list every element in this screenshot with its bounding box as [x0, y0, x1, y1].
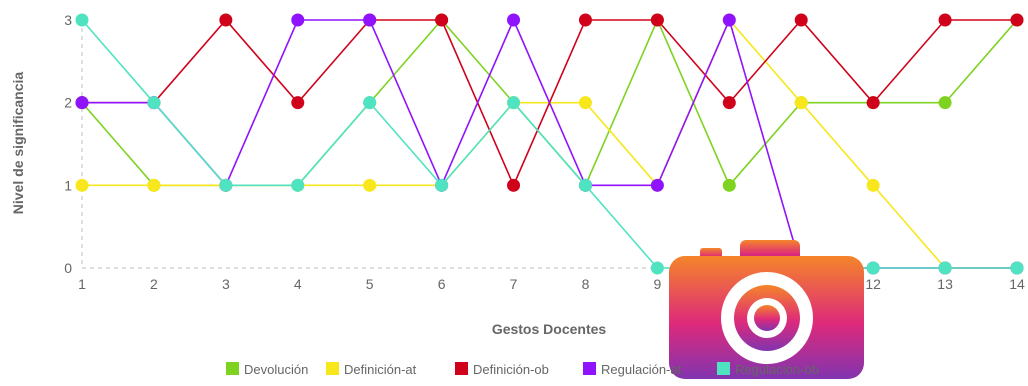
series-line [82, 20, 1017, 268]
data-point[interactable] [795, 96, 808, 109]
series [76, 14, 1024, 275]
y-tick-label: 2 [64, 95, 72, 111]
data-point[interactable] [1011, 262, 1024, 275]
legend-swatch [326, 362, 339, 375]
legend-swatch [455, 362, 468, 375]
x-tick-label: 5 [366, 276, 374, 292]
data-point[interactable] [435, 179, 448, 192]
legend-item[interactable]: Definición-at [326, 362, 417, 377]
series-group [76, 14, 1024, 275]
data-point[interactable] [723, 179, 736, 192]
y-axis-title: Nivel de significancia [10, 72, 26, 215]
x-tick-label: 7 [510, 276, 518, 292]
data-point[interactable] [291, 179, 304, 192]
x-tick-label: 6 [438, 276, 446, 292]
legend-item[interactable]: Devolución [226, 362, 308, 377]
x-tick-label: 1 [78, 276, 86, 292]
data-point[interactable] [76, 179, 89, 192]
camera-overlay [669, 240, 864, 379]
data-point[interactable] [507, 14, 520, 27]
data-point[interactable] [939, 262, 952, 275]
data-point[interactable] [291, 14, 304, 27]
data-point[interactable] [651, 14, 664, 27]
legend: Devolución Definición-at Definición-ob Regu… [226, 362, 819, 377]
y-tick-label: 3 [64, 12, 72, 28]
legend-label: Definición-at [344, 362, 417, 377]
data-point[interactable] [435, 14, 448, 27]
axes: 01231234567891011121314 [64, 12, 1025, 292]
data-point[interactable] [147, 179, 160, 192]
x-tick-label: 14 [1009, 276, 1025, 292]
data-point[interactable] [76, 14, 89, 27]
legend-item[interactable]: Definición-ob [455, 362, 549, 377]
data-point[interactable] [651, 179, 664, 192]
data-point[interactable] [219, 14, 232, 27]
data-point[interactable] [507, 96, 520, 109]
camera-icon [669, 240, 864, 379]
legend-label: Devolución [244, 362, 308, 377]
legend-swatch [717, 362, 730, 375]
x-tick-label: 9 [653, 276, 661, 292]
data-point[interactable] [867, 96, 880, 109]
legend-swatch [226, 362, 239, 375]
data-point[interactable] [939, 96, 952, 109]
data-point[interactable] [579, 96, 592, 109]
x-tick-label: 13 [937, 276, 953, 292]
data-point[interactable] [363, 179, 376, 192]
data-point[interactable] [363, 96, 376, 109]
y-tick-label: 1 [64, 177, 72, 193]
legend-swatch [583, 362, 596, 375]
data-point[interactable] [291, 96, 304, 109]
data-point[interactable] [867, 179, 880, 192]
data-point[interactable] [147, 96, 160, 109]
x-tick-label: 2 [150, 276, 158, 292]
legend-label: Regulación-at [601, 362, 682, 377]
data-point[interactable] [363, 14, 376, 27]
x-tick-label: 12 [865, 276, 881, 292]
data-point[interactable] [867, 262, 880, 275]
y-tick-label: 0 [64, 260, 72, 276]
data-point[interactable] [651, 262, 664, 275]
data-point[interactable] [795, 14, 808, 27]
data-point[interactable] [76, 96, 89, 109]
data-point[interactable] [579, 14, 592, 27]
x-tick-label: 3 [222, 276, 230, 292]
data-point[interactable] [219, 179, 232, 192]
data-point[interactable] [723, 96, 736, 109]
legend-label: Definición-ob [473, 362, 549, 377]
data-point[interactable] [1011, 14, 1024, 27]
data-point[interactable] [579, 179, 592, 192]
data-point[interactable] [723, 14, 736, 27]
x-tick-label: 4 [294, 276, 302, 292]
legend-item[interactable]: Regulación-at [583, 362, 682, 377]
x-tick-label: 8 [582, 276, 590, 292]
data-point[interactable] [939, 14, 952, 27]
data-point[interactable] [507, 179, 520, 192]
legend-label: Regulación-ob [735, 362, 819, 377]
x-axis-title: Gestos Docentes [492, 321, 607, 337]
